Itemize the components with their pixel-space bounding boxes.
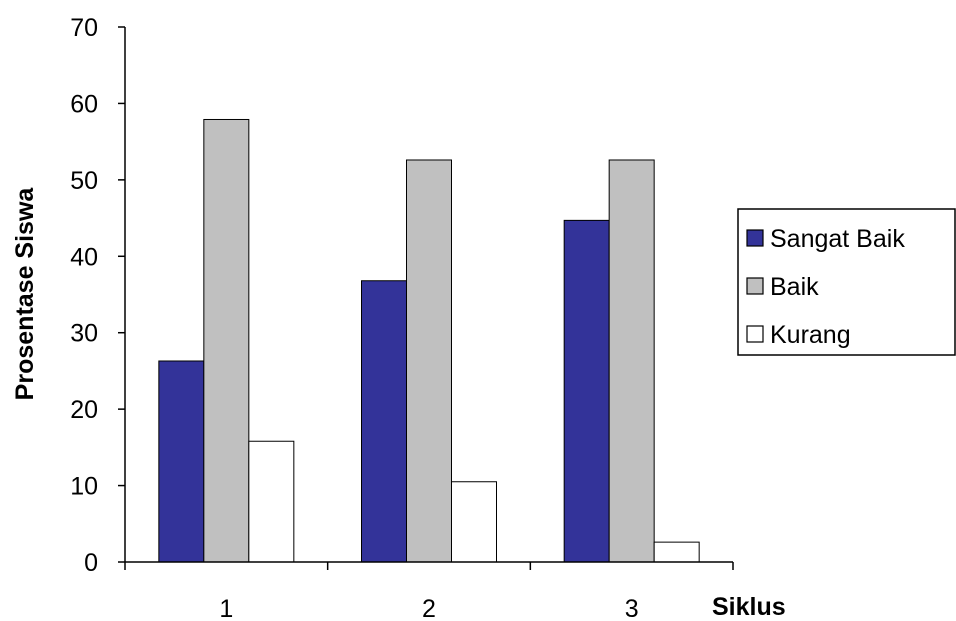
x-ticks: 1 2 3 [124,562,734,621]
y-tick-label: 0 [84,549,98,577]
bar-kurang-2 [451,481,497,563]
bars-layer [158,118,700,563]
y-tick-label: 50 [70,167,98,195]
bar-baik-1 [203,118,250,563]
legend-swatch-kurang [746,325,764,343]
bar-kurang-3 [653,541,700,563]
y-tick-label: 10 [70,473,98,501]
legend: Sangat Baik Baik Kurang [737,208,956,356]
axes-layer [124,27,733,563]
legend-label: Sangat Baik [770,225,905,253]
y-tick-label: 60 [70,90,98,118]
legend-label: Kurang [770,321,851,349]
y-axis-title: Prosentase Siswa [11,187,39,401]
bar-sangat-baik-3 [563,219,610,563]
x-tick-label: 2 [422,595,436,621]
bar-sangat-baik-1 [158,360,205,563]
legend-frame [737,208,956,356]
bar-sangat-baik-2 [361,280,407,563]
legend-label: Baik [770,273,819,301]
y-tick-label: 20 [70,396,98,424]
bar-baik-2 [406,159,452,563]
y-tick-label: 70 [70,14,98,42]
y-ticks: 0 10 20 30 40 50 60 70 [70,14,125,577]
legend-swatch-baik [746,277,764,295]
x-tick-label: 1 [219,595,233,621]
y-tick-label: 30 [70,320,98,348]
legend-swatch-sangat-baik [746,229,764,247]
x-axis-title: Siklus [712,593,786,621]
bar-baik-3 [608,159,655,563]
x-tick-label: 3 [625,595,639,621]
y-tick-label: 40 [70,243,98,271]
bar-kurang-1 [248,440,295,563]
